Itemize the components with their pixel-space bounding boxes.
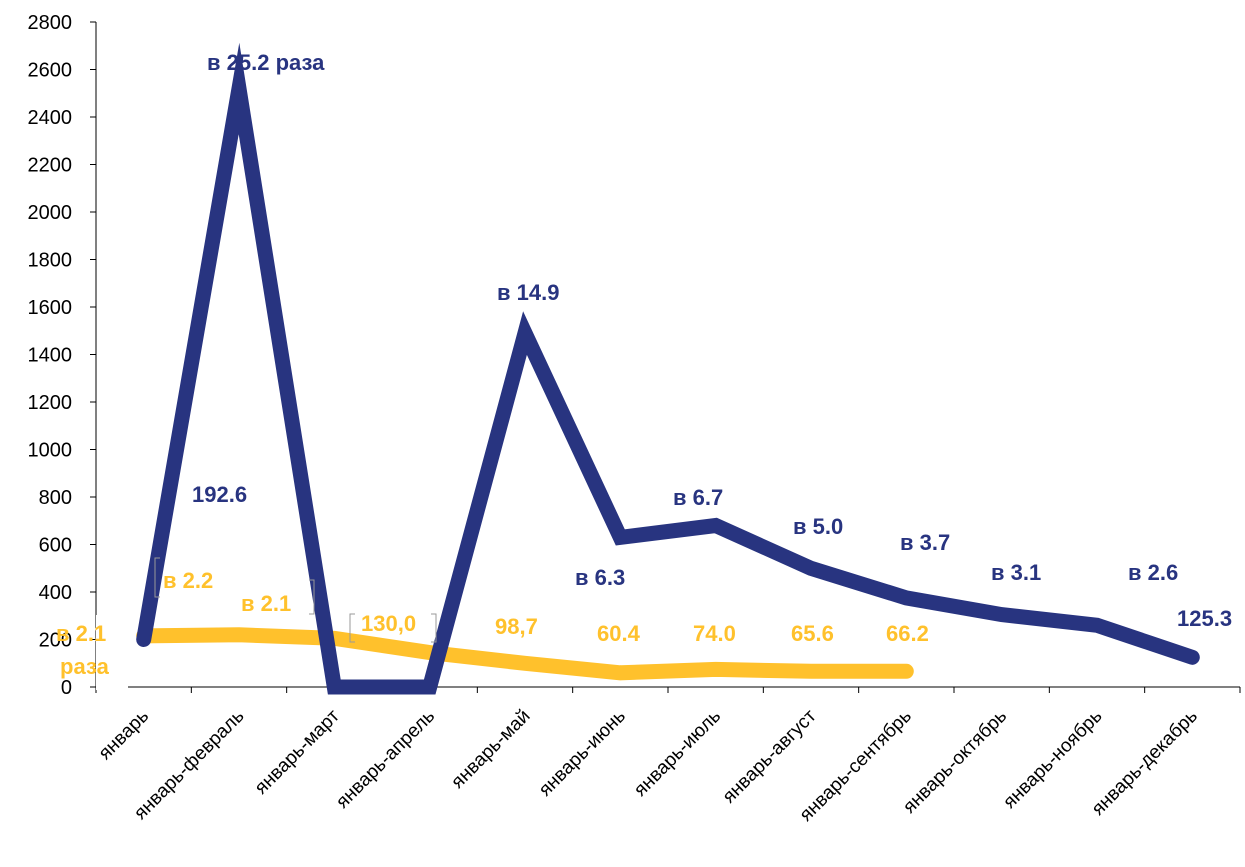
data-label: в 25.2 раза [207,50,325,75]
x-tick-label: январь-май [447,706,534,793]
data-label: 192.6 [192,482,247,507]
x-tick-label: январь-март [251,705,344,798]
label-box [96,615,128,690]
series-line [136,627,914,681]
y-tick-label: 1400 [28,345,73,367]
y-tick-label: 1000 [28,440,73,462]
data-label: в 2.6 [1128,560,1178,585]
data-labels: в 25.2 раза 192.6 в 14.9 в 6.3 в 6.7 в 5… [56,50,1232,690]
data-label: в 6.7 [673,485,723,510]
data-label: в 6.3 [575,565,625,590]
x-tick-label: январь-июль [630,706,725,801]
axes [90,21,1241,693]
data-label: в 3.1 [991,560,1041,585]
y-tick-label: 1800 [28,250,73,272]
data-label: раза [60,654,110,679]
data-label: 130,0 [361,611,416,636]
data-label: в 2.1 [241,591,291,616]
data-label: в 14.9 [497,280,559,305]
data-label: 125.3 [1177,606,1232,631]
y-tick-label: 2800 [28,12,73,34]
y-tick-label: 0 [61,677,72,699]
series-lines [136,42,1200,695]
data-label: 66.2 [886,621,929,646]
y-tick-labels: 0 200 400 600 800 1000 1200 1400 1600 1800 2000 220… [28,12,73,699]
x-tick-label: январь-июнь [535,706,630,801]
y-tick-label: 200 [39,630,72,652]
y-tick-label: 2000 [28,202,73,224]
label-bracket [349,613,437,643]
y-tick-label: 2400 [28,107,73,129]
y-tick-label: 2600 [28,60,73,82]
data-label: в 5.0 [793,514,843,539]
data-label: в 2.1 [56,621,106,646]
x-tick-label: январь [95,706,154,765]
x-tick-label: январь-декабрь [1088,706,1202,820]
y-tick-label: 1600 [28,297,73,319]
y-tick-label: 800 [39,487,72,509]
x-tick-label: январь-апрель [332,706,439,813]
data-label: 60.4 [597,621,641,646]
data-label: в 2.2 [163,568,213,593]
y-tick-label: 400 [39,582,72,604]
x-tick-label: январь-октябрь [899,706,1011,818]
data-label: 74.0 [693,621,736,646]
x-tick-label: январь-август [719,705,821,807]
y-tick-label: 600 [39,535,72,557]
y-tick-label: 2200 [28,155,73,177]
label-bracket [154,557,160,598]
x-tick-label: январь-ноябрь [999,706,1106,813]
data-label: 65.6 [791,621,834,646]
series-line [136,42,1200,695]
data-label: в 3.7 [900,530,950,555]
y-tick-label: 1200 [28,392,73,414]
data-label: 98,7 [495,614,538,639]
label-bracket [309,579,315,615]
